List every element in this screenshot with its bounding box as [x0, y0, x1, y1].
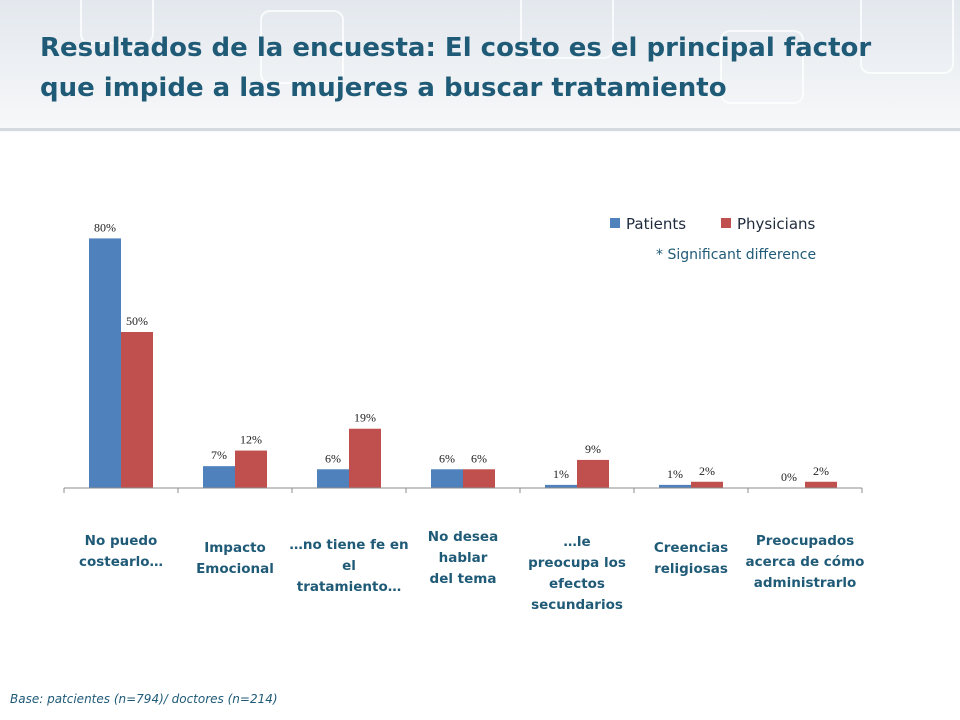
value-label-patients-6: 0%	[781, 470, 797, 484]
category-label: No desea hablar del tema	[403, 527, 523, 590]
value-label-patients-5: 1%	[667, 467, 683, 481]
value-label-physicians-3: 6%	[471, 451, 487, 465]
bar-physicians-2	[349, 428, 381, 488]
puzzle-decoration	[720, 30, 804, 104]
puzzle-decoration	[860, 0, 954, 74]
category-label-line: No puedo	[84, 533, 158, 549]
header-divider	[0, 128, 960, 131]
value-label-patients-2: 6%	[325, 451, 341, 465]
value-label-patients-0: 80%	[94, 220, 116, 234]
bar-patients-0	[89, 238, 121, 488]
base-note: Base: patcientes (n=794)/ doctores (n=21…	[10, 692, 278, 706]
legend-label-patients: Patients	[626, 215, 686, 233]
value-label-patients-4: 1%	[553, 467, 569, 481]
category-label-line: Preocupados	[755, 533, 855, 549]
value-label-physicians-6: 2%	[813, 464, 829, 478]
category-label-line: costearlo…	[78, 554, 164, 570]
legend-label-physicians: Physicians	[737, 215, 816, 233]
category-label-line: …le	[563, 534, 591, 550]
bar-physicians-5	[691, 481, 723, 488]
category-label-line: religiosas	[654, 561, 728, 577]
category-label-line: hablar	[438, 550, 488, 566]
category-label-line: No desea	[427, 529, 499, 545]
category-label-line: tratamiento…	[296, 579, 402, 595]
category-label-line: administrarlo	[753, 575, 857, 591]
page-title: Resultados de la encuesta: El costo es e…	[40, 28, 920, 108]
category-label: Creencias religiosas	[631, 538, 751, 580]
category-label-line: Emocional	[196, 561, 274, 577]
category-label: Impacto Emocional	[175, 538, 295, 580]
bar-physicians-3	[463, 469, 495, 488]
value-label-physicians-4: 9%	[585, 442, 601, 456]
value-label-physicians-0: 50%	[126, 314, 148, 328]
category-label: …no tiene fe en el tratamiento…	[289, 535, 409, 598]
bar-patients-2	[317, 469, 349, 488]
puzzle-decoration	[80, 0, 154, 44]
category-label-line: …no tiene fe en el	[289, 537, 409, 574]
value-label-patients-1: 7%	[211, 448, 227, 462]
category-label-line: Creencias	[653, 540, 729, 556]
category-label-line: efectos	[549, 576, 605, 592]
category-label-line: del tema	[429, 571, 497, 587]
bar-physicians-0	[121, 332, 153, 488]
category-label: …le preocupa los efectos secundarios	[517, 532, 637, 616]
value-label-physicians-5: 2%	[699, 464, 715, 478]
value-label-physicians-2: 19%	[354, 411, 376, 425]
bar-patients-5	[659, 484, 691, 488]
bar-physicians-4	[577, 459, 609, 488]
bar-physicians-6	[805, 481, 837, 488]
legend-swatch-physicians	[721, 218, 731, 228]
puzzle-decoration	[520, 0, 614, 59]
value-label-patients-3: 6%	[439, 451, 455, 465]
bar-physicians-1	[235, 450, 267, 488]
page-title-line-2: que impide a las mujeres a buscar tratam…	[40, 73, 727, 103]
bar-patients-4	[545, 484, 577, 488]
page-title-line-1: Resultados de la encuesta: El costo es e…	[40, 33, 872, 63]
bar-patients-3	[431, 469, 463, 488]
legend-swatch-patients	[610, 218, 620, 228]
puzzle-decoration	[260, 10, 344, 84]
category-label-line: secundarios	[531, 597, 623, 613]
category-label-line: acerca de cómo	[745, 554, 865, 570]
category-label-line: Impacto	[204, 540, 266, 556]
significance-note: * Significant difference	[656, 247, 816, 263]
category-label: Preocupados acerca de cómo administrarlo	[745, 531, 865, 594]
category-label-line: preocupa los	[528, 555, 626, 571]
bar-patients-1	[203, 466, 235, 488]
header-background	[0, 0, 960, 132]
category-label: No puedo costearlo…	[61, 531, 181, 573]
value-label-physicians-1: 12%	[240, 433, 262, 447]
